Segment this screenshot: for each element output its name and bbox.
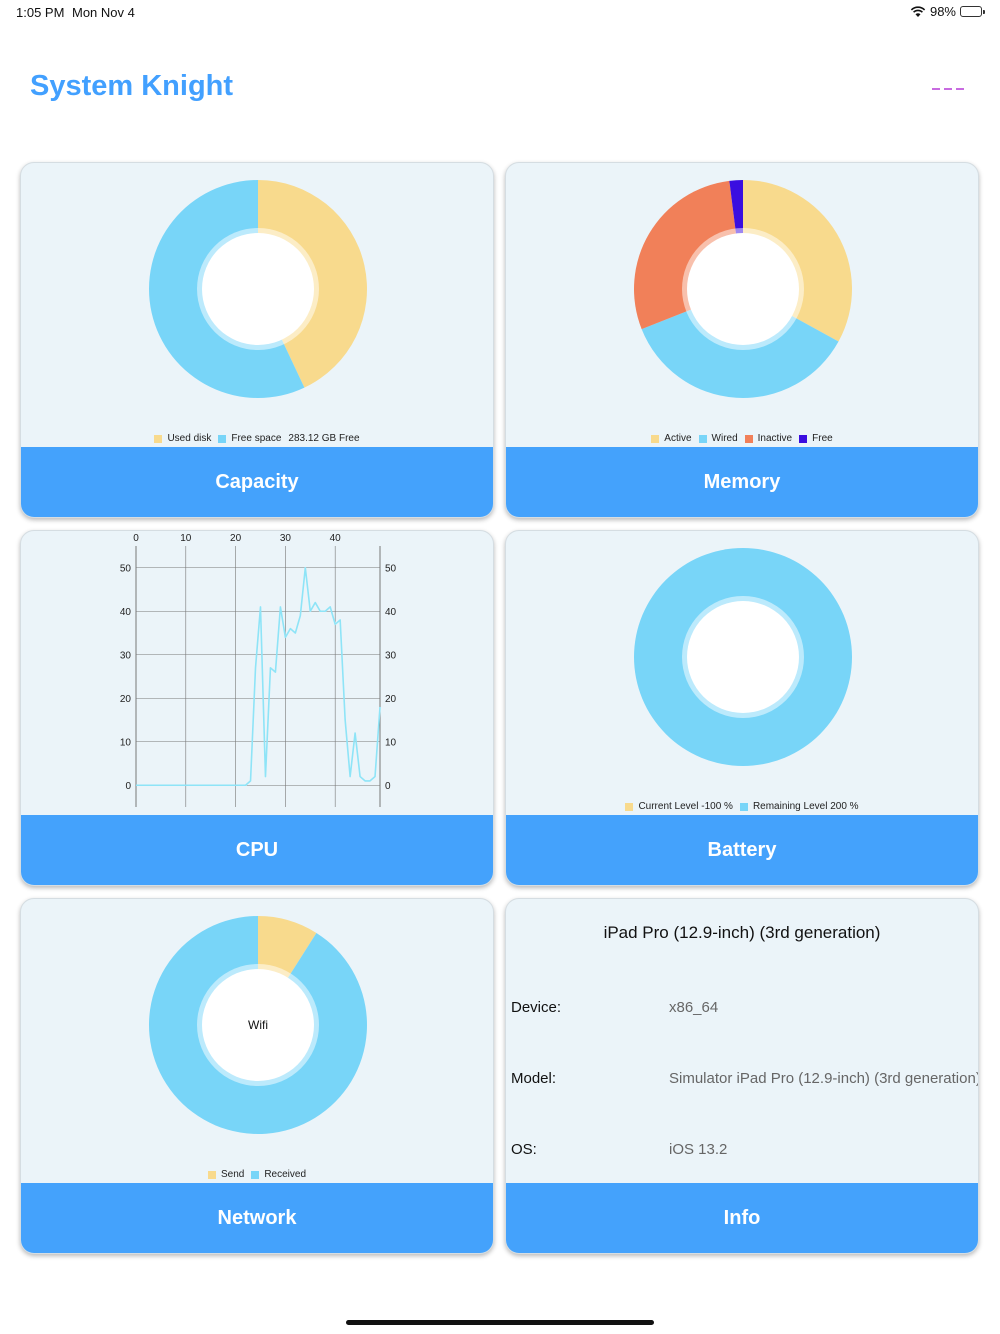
- y-tick-label-left: 50: [120, 563, 132, 574]
- y-tick-label-right: 20: [385, 694, 397, 705]
- y-tick-label-right: 40: [385, 607, 397, 618]
- cpu-button[interactable]: CPU: [21, 815, 493, 885]
- legend-item-used-disk: Used disk: [154, 433, 211, 444]
- network-button[interactable]: Network: [21, 1183, 493, 1253]
- legend-item-received: Received: [251, 1169, 306, 1180]
- capacity-card[interactable]: Used disk Free space 283.12 GB Free Capa…: [20, 162, 494, 518]
- y-tick-label-right: 10: [385, 737, 397, 748]
- y-tick-label-right: 50: [385, 563, 397, 574]
- capacity-button[interactable]: Capacity: [21, 447, 493, 517]
- model-label: Model:: [511, 1070, 557, 1087]
- legend-item-active: Active: [651, 433, 692, 444]
- memory-button[interactable]: Memory: [506, 447, 978, 517]
- device-name: iPad Pro (12.9-inch) (3rd generation): [603, 923, 881, 942]
- x-tick-label: 10: [180, 533, 192, 544]
- os-value: iOS 13.2: [669, 1141, 728, 1158]
- donut-hole: [687, 601, 799, 713]
- app-title: System Knight: [30, 70, 234, 102]
- status-date: Mon Nov 4: [72, 5, 135, 20]
- cpu-line-chart: 0 0 10 10 20 20 30 30 40 40 50 50 0 10 20 30 40: [120, 533, 397, 807]
- home-indicator: [346, 1320, 654, 1325]
- donut-center-label: Wifi: [248, 1018, 268, 1032]
- os-label: OS:: [511, 1141, 537, 1158]
- device-value: x86_64: [669, 999, 719, 1016]
- wifi-icon: [910, 5, 926, 17]
- donut-hole: [202, 969, 314, 1081]
- legend-item-free: Free: [799, 433, 833, 444]
- battery-donut-chart: [634, 548, 852, 766]
- device-label: Device:: [511, 999, 562, 1016]
- battery-legend: Current Level -100 % Remaining Level 200…: [506, 801, 978, 812]
- status-time: 1:05 PM: [16, 5, 65, 20]
- model-value: Simulator iPad Pro (12.9-inch) (3rd gene…: [669, 1070, 979, 1087]
- legend-item-free-space: Free space: [218, 433, 281, 444]
- menu-icon[interactable]: [932, 88, 964, 90]
- memory-donut-chart: [634, 180, 852, 398]
- battery-icon: [960, 6, 985, 17]
- status-indicators: 98%: [910, 4, 985, 19]
- battery-card[interactable]: Current Level -100 % Remaining Level 200…: [505, 530, 979, 886]
- network-legend: Send Received: [21, 1169, 493, 1180]
- info-card[interactable]: iPad Pro (12.9-inch) (3rd generation) De…: [505, 898, 979, 1254]
- donut-hole: [687, 233, 799, 345]
- legend-item-send: Send: [207, 1169, 244, 1180]
- x-tick-label: 0: [133, 533, 139, 544]
- y-tick-label-left: 30: [120, 650, 132, 661]
- cpu-card[interactable]: 0 0 10 10 20 20 30 30 40 40 50 50 0 10 20 30 40 CPU: [20, 530, 494, 886]
- info-button[interactable]: Info: [506, 1183, 978, 1253]
- x-tick-label: 40: [330, 533, 342, 544]
- memory-card[interactable]: Active Wired Inactive Free Memory: [505, 162, 979, 518]
- legend-item-remaining-level: Remaining Level 200 %: [739, 801, 859, 812]
- donut-hole: [202, 233, 314, 345]
- cpu-usage-line: [136, 566, 381, 787]
- y-tick-label-left: 10: [120, 737, 132, 748]
- capacity-free-note: 283.12 GB Free: [288, 433, 360, 444]
- status-bar: 1:05 PM Mon Nov 4 98%: [0, 0, 1000, 24]
- battery-button[interactable]: Battery: [506, 815, 978, 885]
- capacity-donut-chart: [149, 180, 367, 398]
- y-tick-label-left: 40: [120, 607, 132, 618]
- legend-item-wired: Wired: [698, 433, 738, 444]
- network-donut-chart: Wifi: [148, 916, 367, 1134]
- legend-item-inactive: Inactive: [744, 433, 792, 444]
- memory-legend: Active Wired Inactive Free: [506, 433, 978, 444]
- x-tick-label: 20: [230, 533, 242, 544]
- y-tick-label-left: 20: [120, 694, 132, 705]
- y-tick-label-left: 0: [125, 781, 131, 792]
- y-tick-label-right: 30: [385, 650, 397, 661]
- legend-item-current-level: Current Level -100 %: [625, 801, 733, 812]
- x-tick-label: 30: [280, 533, 292, 544]
- y-tick-label-right: 0: [385, 781, 391, 792]
- battery-percent: 98%: [929, 4, 956, 19]
- network-card[interactable]: Wifi Send Received Network: [20, 898, 494, 1254]
- capacity-legend: Used disk Free space 283.12 GB Free: [21, 433, 493, 444]
